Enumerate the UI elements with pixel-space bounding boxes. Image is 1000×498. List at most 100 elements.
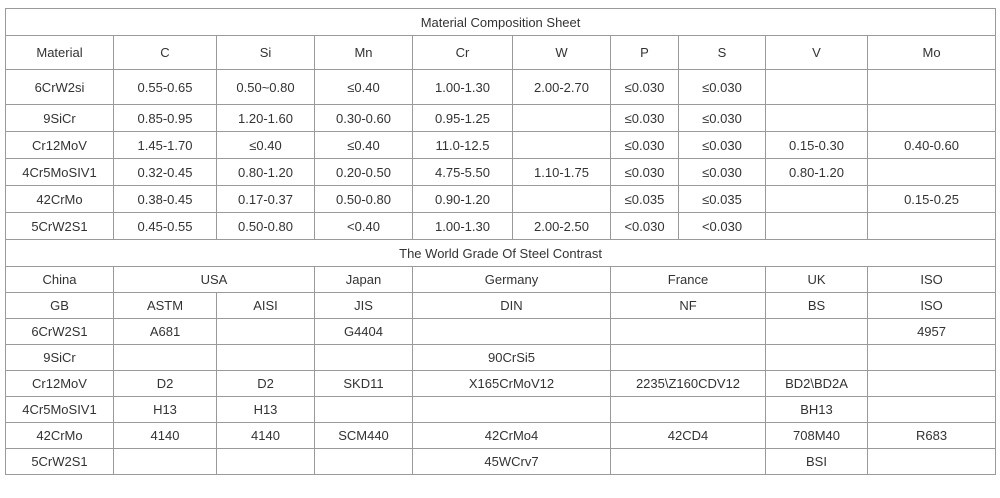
cell: 6CrW2S1 [5, 318, 114, 345]
cell: S [678, 35, 766, 70]
cell: GB [5, 292, 114, 319]
cell: ISO [866, 266, 997, 293]
composition-row: 42CrMo 0.38-0.45 0.17-0.37 0.50-0.80 0.90-1.… [5, 185, 997, 213]
cell: Mn [314, 35, 413, 70]
cell: 0.45-0.55 [113, 212, 217, 240]
cell: ≤0.40 [216, 131, 315, 159]
cell: <0.030 [678, 212, 766, 240]
cell: 0.95-1.25 [412, 104, 513, 132]
cell [765, 69, 868, 105]
cell: ≤0.035 [610, 185, 679, 213]
cell: ≤0.030 [678, 158, 766, 186]
cell: 1.00-1.30 [412, 69, 513, 105]
cell: DIN [412, 292, 611, 319]
cell: 0.80-1.20 [216, 158, 315, 186]
cell: NF [610, 292, 766, 319]
cell: 6CrW2si [5, 69, 114, 105]
composition-row: 5CrW2S1 0.45-0.55 0.50-0.80 <0.40 1.00-1.30 2… [5, 212, 997, 240]
contrast-row: 9SiCr 90CrSi5 [5, 344, 997, 371]
cell: P [610, 35, 679, 70]
cell [610, 448, 766, 475]
cell: 4.75-5.50 [412, 158, 513, 186]
cell [113, 344, 217, 371]
composition-row: 9SiCr 0.85-0.95 1.20-1.60 0.30-0.60 0.95-1.2… [5, 104, 997, 132]
cell [216, 318, 315, 345]
cell: France [610, 266, 766, 293]
cell: BD2\BD2A [765, 370, 868, 397]
cell: ≤0.030 [610, 104, 679, 132]
cell: W [512, 35, 611, 70]
cell: SKD11 [314, 370, 413, 397]
cell: 0.50~0.80 [216, 69, 315, 105]
contrast-row: 5CrW2S1 45WCrv7 BSI [5, 448, 997, 475]
cell [866, 212, 997, 240]
cell: The World Grade Of Steel Contrast [4, 239, 997, 267]
cell: BSI [765, 448, 868, 475]
cell [610, 344, 766, 371]
cell: SCM440 [314, 422, 413, 449]
contrast-row: 4Cr5MoSIV1 H13 H13 BH13 [5, 396, 997, 423]
cell: BH13 [765, 396, 868, 423]
cell: 4140 [113, 422, 217, 449]
cell [866, 104, 997, 132]
cell [113, 448, 217, 475]
cell [866, 396, 997, 423]
cell: JIS [314, 292, 413, 319]
cell: 1.10-1.75 [512, 158, 611, 186]
cell: 1.20-1.60 [216, 104, 315, 132]
cell: ≤0.40 [314, 69, 413, 105]
cell [765, 104, 868, 132]
cell [610, 318, 766, 345]
cell: Material Composition Sheet [4, 8, 997, 36]
table-title: The World Grade Of Steel Contrast [4, 239, 997, 267]
cell: BS [765, 292, 868, 319]
cell: 1.00-1.30 [412, 212, 513, 240]
cell: R683 [866, 422, 997, 449]
cell [216, 344, 315, 371]
cell: 0.38-0.45 [113, 185, 217, 213]
cell [412, 396, 611, 423]
header-row: Material C Si Mn Cr W P S V Mo [5, 35, 997, 70]
cell: H13 [113, 396, 217, 423]
cell: 0.50-0.80 [314, 185, 413, 213]
cell: ≤0.030 [610, 69, 679, 105]
cell: H13 [216, 396, 315, 423]
cell [765, 318, 868, 345]
cell: Si [216, 35, 315, 70]
cell: 42CrMo4 [412, 422, 611, 449]
cell: UK [765, 266, 868, 293]
cell: ISO [866, 292, 997, 319]
cell: <0.40 [314, 212, 413, 240]
cell: 0.40-0.60 [866, 131, 997, 159]
cell: 4Cr5MoSIV1 [5, 158, 114, 186]
cell [216, 448, 315, 475]
cell [512, 131, 611, 159]
cell: 42CrMo [5, 422, 114, 449]
cell: G4404 [314, 318, 413, 345]
cell: ≤0.030 [678, 69, 766, 105]
cell: 0.17-0.37 [216, 185, 315, 213]
cell: 0.32-0.45 [113, 158, 217, 186]
cell: 4140 [216, 422, 315, 449]
cell: 2235\Z160CDV12 [610, 370, 766, 397]
cell: 0.55-0.65 [113, 69, 217, 105]
cell: 5CrW2S1 [5, 448, 114, 475]
cell: 90CrSi5 [412, 344, 611, 371]
cell: ≤0.030 [678, 104, 766, 132]
cell: ≤0.030 [610, 131, 679, 159]
cell: Material [5, 35, 114, 70]
cell: 42CrMo [5, 185, 114, 213]
cell: Mo [866, 35, 997, 70]
cell: 0.85-0.95 [113, 104, 217, 132]
cell [314, 396, 413, 423]
cell: ≤0.030 [610, 158, 679, 186]
cell: D2 [113, 370, 217, 397]
cell: 0.20-0.50 [314, 158, 413, 186]
cell: Cr12MoV [5, 131, 114, 159]
cell: ≤0.030 [678, 131, 766, 159]
cell: D2 [216, 370, 315, 397]
cell [765, 212, 868, 240]
cell: ≤0.40 [314, 131, 413, 159]
cell: ≤0.035 [678, 185, 766, 213]
